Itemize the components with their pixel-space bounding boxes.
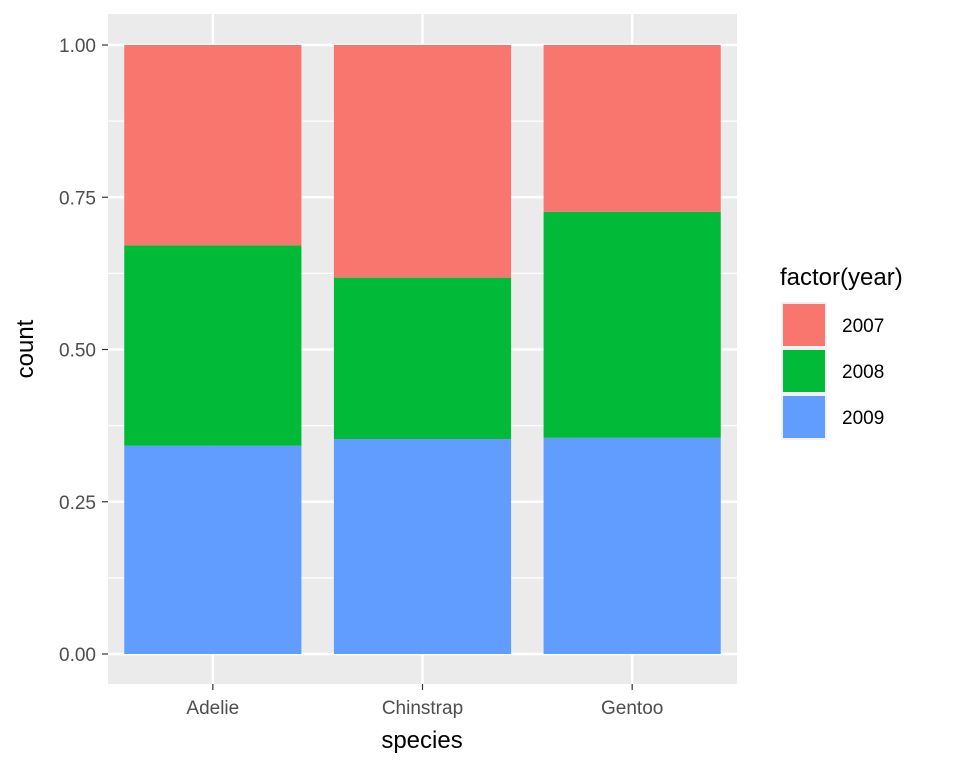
x-axis: Adelie Chinstrap Gentoo (186, 684, 663, 719)
y-tick-label: 0.75 (59, 188, 96, 209)
bar-adelie-2007 (124, 45, 302, 246)
bar-adelie-2009 (124, 445, 302, 654)
bar-gentoo-2008 (543, 211, 721, 438)
legend-swatch-2007 (783, 304, 825, 346)
legend-label-2007: 2007 (842, 316, 884, 337)
bar-gentoo-2009 (543, 437, 721, 654)
y-tick-label: 0.50 (59, 341, 96, 362)
bars (124, 45, 721, 654)
y-axis: 0.00 0.25 0.50 0.75 1.00 (59, 36, 108, 666)
x-tick-label: Chinstrap (382, 698, 463, 719)
y-tick-label: 0.00 (59, 645, 96, 666)
bar-chinstrap-2009 (333, 439, 512, 654)
bar-adelie-2008 (124, 245, 302, 446)
y-tick-label: 0.25 (59, 493, 96, 514)
y-axis-title: count (12, 319, 39, 378)
x-tick-label: Adelie (186, 698, 239, 719)
y-tick-label: 1.00 (59, 36, 96, 57)
bar-chinstrap-2008 (333, 277, 512, 440)
legend-label-2008: 2008 (842, 362, 884, 383)
legend-swatch-2009 (783, 396, 825, 438)
legend-label-2009: 2009 (842, 408, 884, 429)
x-tick-label: Gentoo (601, 698, 663, 719)
legend-swatch-2008 (783, 350, 825, 392)
legend: factor(year) 2007 2008 2009 (780, 264, 903, 440)
bar-chinstrap-2007 (333, 45, 512, 278)
bar-gentoo-2007 (543, 45, 721, 212)
x-axis-title: species (381, 727, 462, 754)
legend-title: factor(year) (780, 264, 903, 291)
